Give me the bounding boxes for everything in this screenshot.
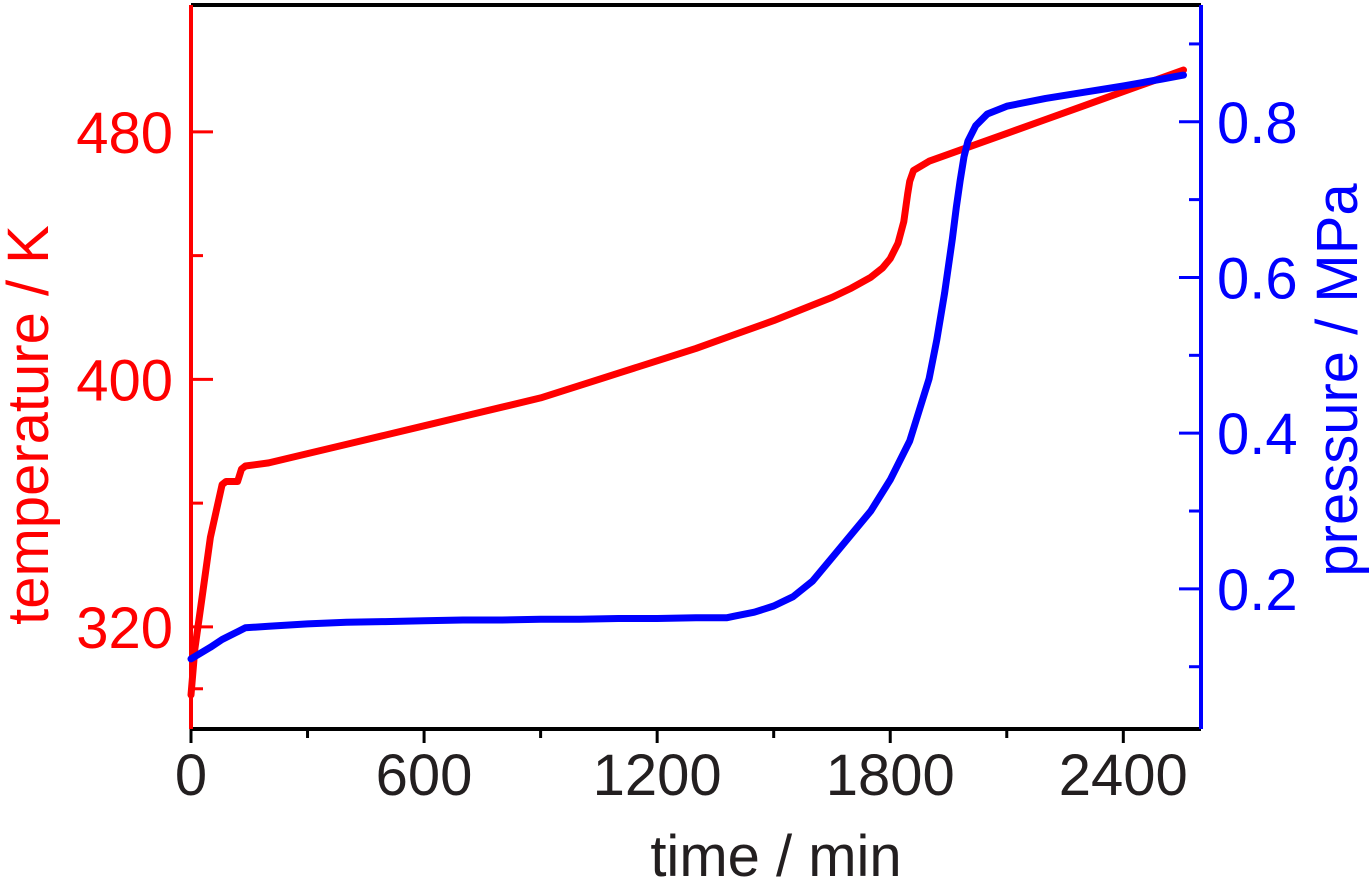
temperature-axis: 320 400 480	[76, 101, 213, 691]
series-layer	[187, 66, 1187, 699]
temperature-axis-label: temperature / K	[0, 225, 61, 625]
x-axis: 0 600 1200 1800 2400	[175, 729, 1188, 808]
plot-frame	[189, 3, 1203, 731]
x-tick-label: 2400	[1059, 743, 1188, 808]
pressure-tick-label: 0.6	[1217, 246, 1298, 311]
pressure-tick-label: 0.4	[1217, 402, 1298, 467]
pressure-axis-label: pressure / MPa	[1305, 183, 1369, 577]
pressure-tick-label: 0.2	[1217, 558, 1298, 623]
x-tick-label: 600	[376, 743, 473, 808]
temperature-tick-label: 400	[76, 348, 173, 413]
temperature-tick-label: 480	[76, 101, 173, 166]
x-tick-label: 0	[175, 743, 207, 808]
pressure-series-line	[187, 71, 1187, 663]
pressure-tick-label: 0.8	[1217, 91, 1298, 156]
temperature-tick-label: 320	[76, 596, 173, 661]
pressure-axis: 0.2 0.4 0.6 0.8	[1179, 42, 1298, 669]
temperature-series-line	[187, 66, 1187, 699]
x-tick-label: 1800	[826, 743, 955, 808]
x-axis-label: time / min	[650, 824, 901, 879]
x-tick-label: 1200	[593, 743, 722, 808]
